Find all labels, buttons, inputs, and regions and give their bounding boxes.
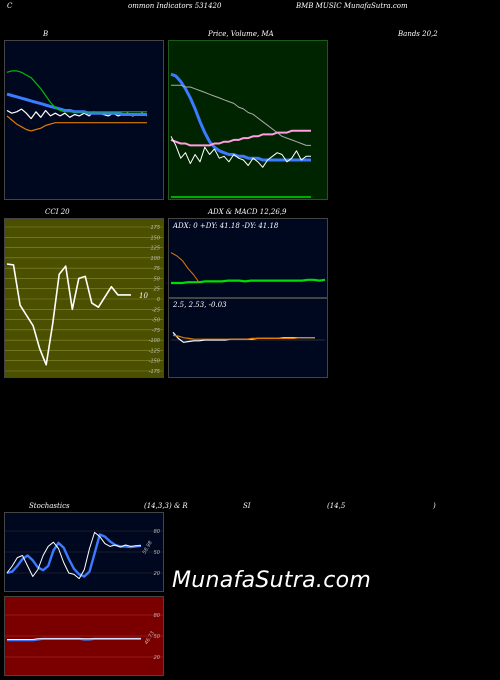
cci-tick-label-8: -25 (152, 307, 160, 313)
stochastics-last-label: 58.98 (142, 540, 154, 555)
cci-tick-label-1: 150 (150, 235, 160, 241)
macd-label: 2.5, 2.53, -0.03 (172, 301, 227, 309)
cci-title: CCI 20 (45, 208, 70, 216)
stochastics-panel: 80 50 20 58.98 (4, 512, 164, 592)
adx-chart: ADX: 0 +DY: 41.18 -DY: 41.18 (170, 222, 326, 285)
adx-panel: ADX: 0 +DY: 41.18 -DY: 41.18 (168, 218, 328, 298)
bollinger-series-line-2 (6, 70, 147, 113)
adx-label: ADX: 0 +DY: 41.18 -DY: 41.18 (172, 222, 279, 230)
cci-tick-label-7: 0 (157, 297, 160, 303)
stoch-title-e: ) (433, 502, 436, 510)
cci-chart: 175 150 125 100 75 50 25 0 -25 -50 -75 -100 -125 -150… (5, 225, 163, 375)
bollinger-panel (4, 40, 164, 200)
price-series-line-0 (170, 72, 311, 162)
adx-macd-title: ADX & MACD 12,26,9 (208, 208, 287, 216)
stoch-title-b: (14,3,3) & R (144, 502, 188, 510)
cci-series-line-0 (6, 263, 131, 366)
stochastics-chart: 80 50 20 58.98 (5, 529, 163, 580)
stochastics-tick-label-1: 50 (154, 550, 160, 556)
cci-tick-label-13: -150 (149, 359, 160, 365)
bollinger-chart (6, 70, 148, 132)
cci-tick-label-2: 125 (150, 246, 160, 252)
cci-tick-label-0: 175 (150, 225, 160, 231)
rsi-series-line-1 (7, 638, 141, 640)
cci-tick-label-6: 25 (154, 287, 160, 293)
bands-title: Bands 20,2 (398, 30, 438, 38)
macd-panel: 2.5, 2.53, -0.03 (168, 298, 328, 378)
cci-tick-label-11: -100 (149, 338, 160, 344)
macd-series-line-1 (172, 334, 315, 340)
watermark: MunafaSutra.com (172, 568, 372, 593)
stoch-title-a: Stochastics (29, 502, 70, 510)
cci-panel: 175 150 125 100 75 50 25 0 -25 -50 -75 -100 -125 -150… (4, 218, 164, 378)
cci-last-label: 10 (139, 292, 148, 300)
cci-tick-label-5: 50 (154, 276, 160, 282)
stochastics-series-line-1 (6, 531, 141, 580)
macd-chart: 2.5, 2.53, -0.03 (171, 301, 325, 343)
price-series-line-2 (170, 129, 311, 147)
rsi-panel: 80 50 20 46.73 (4, 596, 164, 676)
bollinger-series-line-3 (6, 115, 147, 132)
adx-series-line-1 (170, 252, 200, 284)
price-series-line-1 (171, 84, 311, 146)
price-panel (168, 40, 328, 200)
header-right: BMB MUSIC MunafaSutra.com (296, 2, 408, 10)
cci-tick-label-9: -50 (152, 318, 160, 324)
macd-series-line-0 (172, 331, 315, 343)
cci-tick-label-10: -75 (152, 328, 160, 334)
cci-tick-label-12: -125 (149, 348, 160, 354)
rsi-tick-label-2: 20 (154, 655, 160, 661)
stoch-title-c: SI (243, 502, 251, 510)
rsi-tick-label-1: 50 (154, 634, 160, 640)
cci-tick-label-3: 100 (150, 256, 160, 262)
header-left: C (7, 2, 13, 10)
price-series-line-3 (170, 136, 311, 168)
bollinger-title: B (43, 30, 49, 38)
adx-series-line-0 (171, 278, 326, 285)
rsi-tick-label-0: 80 (154, 613, 160, 619)
stoch-title-d: (14,5 (327, 502, 346, 510)
header-mid: ommon Indicators 531420 (128, 2, 222, 10)
cci-tick-label-4: 75 (154, 266, 160, 272)
stochastics-tick-label-0: 80 (154, 529, 160, 535)
price-chart (170, 72, 311, 198)
price-title: Price, Volume, MA (208, 30, 274, 38)
stochastics-tick-label-2: 20 (154, 571, 160, 577)
stochastics-series-line-0 (6, 533, 142, 578)
cci-tick-label-14: -175 (149, 369, 160, 375)
